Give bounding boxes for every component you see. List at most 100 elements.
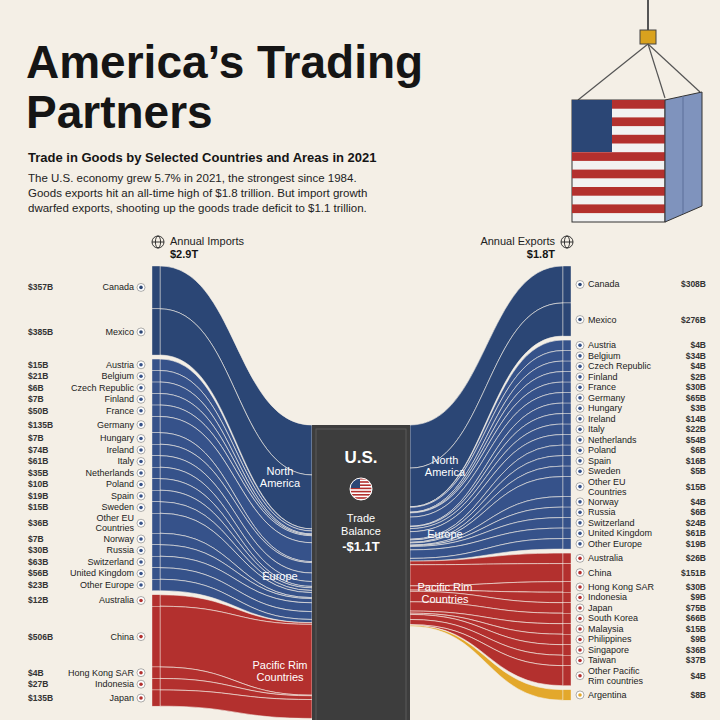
svg-text:Malaysia: Malaysia: [588, 624, 624, 634]
svg-text:America’s Trading: America’s Trading: [26, 36, 423, 88]
svg-text:Austria: Austria: [588, 340, 616, 350]
svg-text:Mexico: Mexico: [105, 327, 134, 337]
svg-text:Trade: Trade: [347, 512, 375, 524]
svg-text:United Kingdom: United Kingdom: [588, 528, 652, 538]
svg-text:$30B: $30B: [28, 545, 48, 555]
svg-text:$151B: $151B: [681, 568, 706, 578]
svg-text:China: China: [110, 632, 134, 642]
svg-text:The U.S. economy grew 5.7% in: The U.S. economy grew 5.7% in 2021, the …: [28, 172, 357, 184]
svg-text:Other EU: Other EU: [588, 477, 626, 487]
svg-text:$36B: $36B: [686, 645, 706, 655]
svg-text:Italy: Italy: [588, 424, 605, 434]
svg-text:America: America: [425, 466, 466, 478]
svg-text:$2.9T: $2.9T: [170, 248, 198, 260]
svg-text:Europe: Europe: [427, 528, 462, 540]
svg-text:$12B: $12B: [28, 595, 48, 605]
svg-text:$4B: $4B: [690, 340, 706, 350]
svg-text:$63B: $63B: [28, 557, 48, 567]
svg-text:$6B: $6B: [690, 445, 706, 455]
svg-text:Finland: Finland: [104, 394, 134, 404]
svg-text:$75B: $75B: [686, 603, 706, 613]
svg-text:$4B: $4B: [690, 497, 706, 507]
svg-text:$66B: $66B: [686, 613, 706, 623]
svg-text:Norway: Norway: [588, 497, 619, 507]
svg-text:$308B: $308B: [681, 279, 706, 289]
svg-text:$276B: $276B: [681, 315, 706, 325]
svg-text:China: China: [588, 568, 612, 578]
svg-text:$27B: $27B: [28, 679, 48, 689]
svg-text:$54B: $54B: [686, 435, 706, 445]
svg-text:$26B: $26B: [686, 553, 706, 563]
svg-text:$22B: $22B: [686, 424, 706, 434]
svg-text:$30B: $30B: [686, 382, 706, 392]
svg-text:Countries: Countries: [588, 487, 627, 497]
svg-text:Belgium: Belgium: [588, 351, 621, 361]
svg-text:$15B: $15B: [28, 502, 48, 512]
svg-text:$10B: $10B: [28, 479, 48, 489]
svg-text:Canada: Canada: [102, 282, 134, 292]
svg-text:Europe: Europe: [262, 570, 297, 582]
svg-text:$21B: $21B: [28, 371, 48, 381]
svg-text:Rim countries: Rim countries: [588, 676, 644, 686]
svg-text:$135B: $135B: [28, 420, 53, 430]
svg-text:Other EU: Other EU: [96, 513, 134, 523]
svg-text:Countries: Countries: [95, 523, 134, 533]
svg-text:$19B: $19B: [686, 539, 706, 549]
svg-text:Poland: Poland: [106, 479, 134, 489]
svg-text:Hong Kong SAR: Hong Kong SAR: [68, 668, 135, 678]
svg-text:$65B: $65B: [686, 393, 706, 403]
svg-text:$61B: $61B: [686, 528, 706, 538]
svg-text:$4B: $4B: [28, 668, 44, 678]
svg-text:$3B: $3B: [690, 403, 706, 413]
svg-text:Countries: Countries: [421, 593, 469, 605]
svg-text:Ireland: Ireland: [106, 445, 134, 455]
svg-text:Belgium: Belgium: [101, 371, 134, 381]
svg-text:$37B: $37B: [686, 655, 706, 665]
svg-text:Pacific Rim: Pacific Rim: [417, 581, 472, 593]
svg-text:Mexico: Mexico: [588, 315, 617, 325]
svg-text:$19B: $19B: [28, 491, 48, 501]
svg-text:Spain: Spain: [588, 456, 611, 466]
svg-text:Pacific Rim: Pacific Rim: [252, 659, 307, 671]
svg-text:Annual Imports: Annual Imports: [170, 235, 244, 247]
svg-text:$1.8T: $1.8T: [527, 248, 555, 260]
svg-text:$15B: $15B: [686, 482, 706, 492]
svg-text:United Kingdom: United Kingdom: [70, 568, 134, 578]
svg-text:$7B: $7B: [28, 433, 44, 443]
svg-text:$56B: $56B: [28, 568, 48, 578]
svg-text:$15B: $15B: [28, 360, 48, 370]
svg-text:Italy: Italy: [117, 456, 134, 466]
svg-text:Ireland: Ireland: [588, 414, 616, 424]
svg-text:$61B: $61B: [28, 456, 48, 466]
svg-text:$14B: $14B: [686, 414, 706, 424]
svg-text:$8B: $8B: [690, 690, 706, 700]
svg-text:Indonesia: Indonesia: [588, 592, 627, 602]
svg-text:Germany: Germany: [588, 393, 626, 403]
svg-text:$30B: $30B: [686, 582, 706, 592]
svg-text:Singapore: Singapore: [588, 645, 629, 655]
svg-text:Czech Republic: Czech Republic: [588, 361, 652, 371]
svg-text:$23B: $23B: [28, 580, 48, 590]
svg-text:Czech Republic: Czech Republic: [71, 383, 135, 393]
svg-text:Taiwan: Taiwan: [588, 655, 616, 665]
svg-text:Goods exports hit an all-time: Goods exports hit an all-time high of $1…: [28, 187, 367, 199]
svg-text:-$1.1T: -$1.1T: [342, 539, 380, 554]
svg-text:$36B: $36B: [28, 518, 48, 528]
svg-text:Australia: Australia: [588, 553, 623, 563]
svg-text:Other Europe: Other Europe: [588, 539, 642, 549]
svg-text:Poland: Poland: [588, 445, 616, 455]
svg-text:$4B: $4B: [690, 361, 706, 371]
svg-text:Japan: Japan: [109, 693, 134, 703]
svg-text:$4B: $4B: [690, 671, 706, 681]
svg-text:$6B: $6B: [28, 383, 44, 393]
svg-text:Countries: Countries: [256, 671, 304, 683]
svg-text:Japan: Japan: [588, 603, 613, 613]
svg-text:South Korea: South Korea: [588, 613, 638, 623]
svg-text:France: France: [588, 382, 616, 392]
svg-text:$2B: $2B: [690, 372, 706, 382]
svg-text:Spain: Spain: [111, 491, 134, 501]
svg-text:dwarfed exports, shooting up t: dwarfed exports, shooting up the goods t…: [28, 202, 367, 214]
svg-text:Argentina: Argentina: [588, 690, 627, 700]
svg-text:Sweden: Sweden: [588, 466, 621, 476]
svg-text:Russia: Russia: [588, 507, 616, 517]
